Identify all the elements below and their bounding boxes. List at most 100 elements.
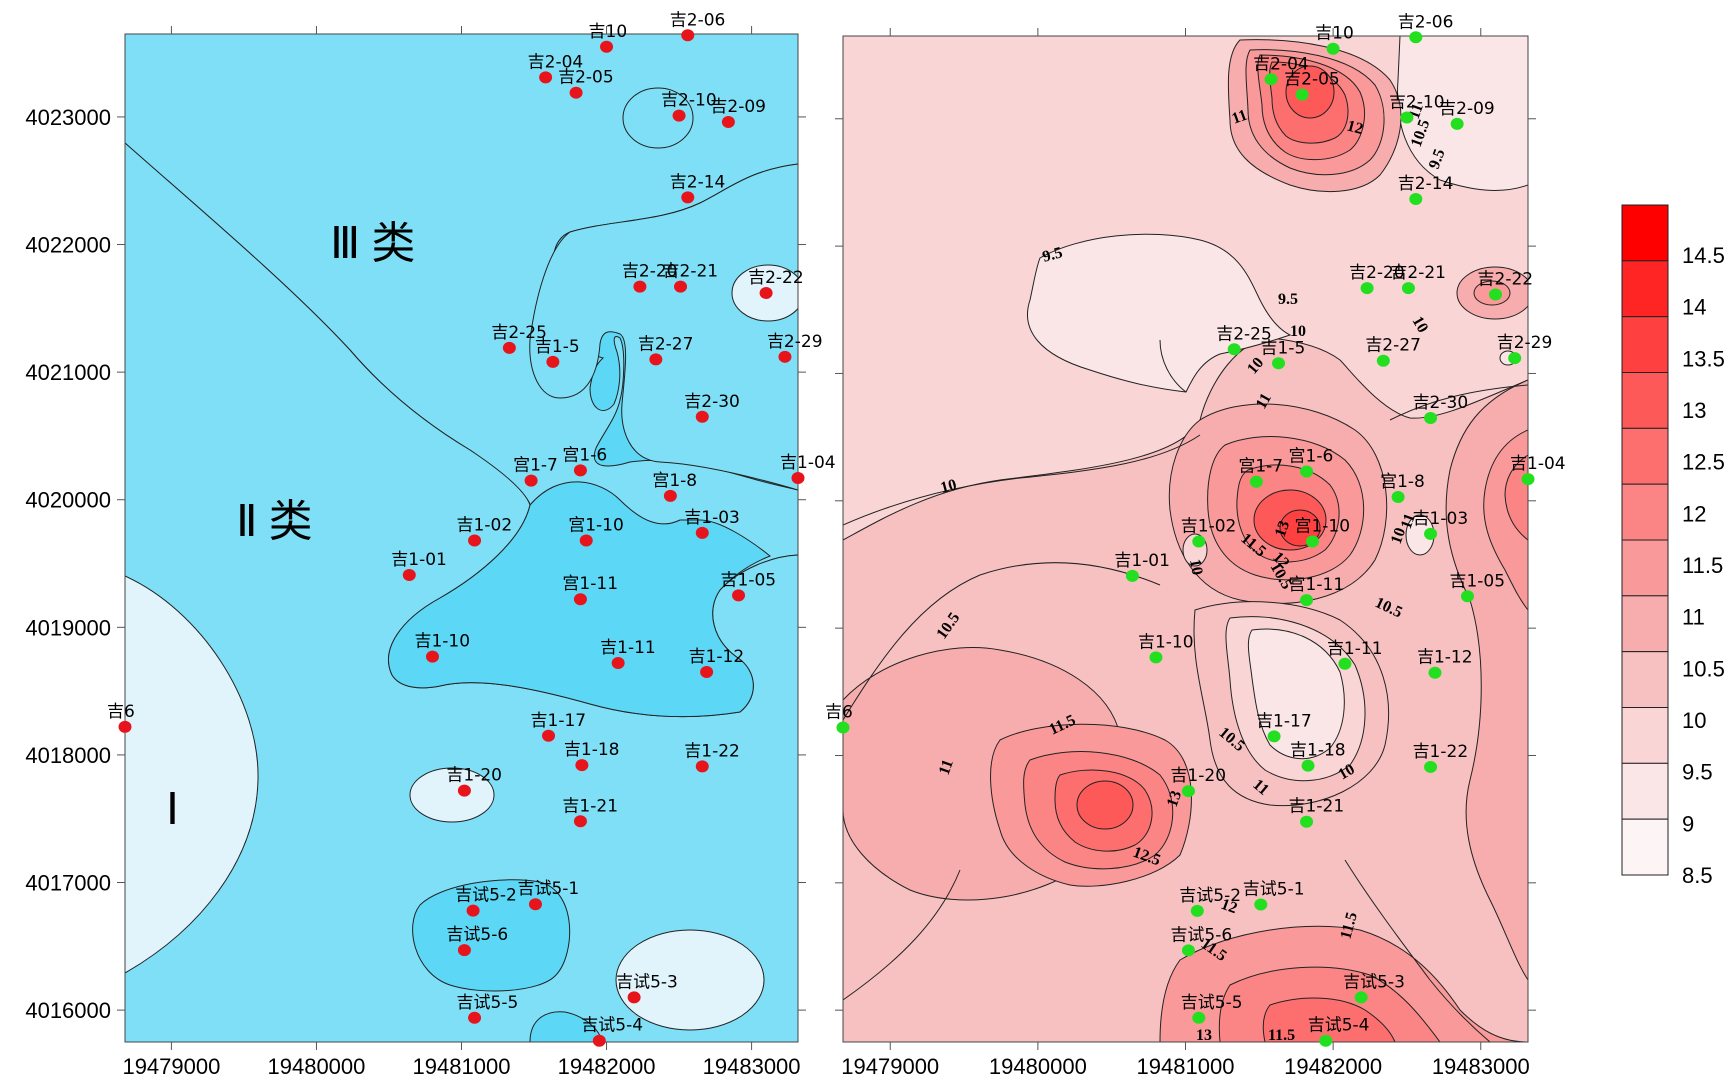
- well-label: 吉1-10: [1138, 632, 1194, 652]
- well-label: 吉1-22: [684, 741, 740, 761]
- well-label: 吉2-10: [661, 91, 717, 111]
- contour-zone-9.5: [1027, 233, 1292, 393]
- well-label: 吉2-10: [1389, 92, 1445, 112]
- well-marker: [1181, 785, 1195, 798]
- well-label: 吉2-30: [1413, 393, 1469, 413]
- well-marker: [573, 593, 587, 606]
- well-label: 吉1-18: [564, 740, 620, 760]
- x-tick-label: 19482000: [558, 1054, 656, 1079]
- well-label: 吉1-01: [1114, 551, 1170, 571]
- colorbar-legend: 14.5 14 13.5 13 12.5 12 11.5 11 10.5 10 9.5 9 8.5: [1621, 204, 1725, 888]
- colorbar-label: 14: [1682, 295, 1706, 320]
- well-marker: [1400, 111, 1414, 124]
- well-marker: [721, 116, 735, 129]
- well-marker: [778, 350, 792, 363]
- well-label: 吉1-21: [562, 796, 618, 816]
- well-marker: [539, 71, 553, 84]
- well-marker: [600, 40, 614, 53]
- well-marker: [1401, 282, 1415, 295]
- y-tick-label: 4018000: [25, 743, 111, 768]
- well-marker: [627, 991, 641, 1004]
- well-marker: [1360, 282, 1374, 295]
- class-i-blob-2-10: [622, 87, 694, 149]
- x-tick-label: 19483000: [703, 1054, 801, 1079]
- well-marker: [1354, 991, 1368, 1004]
- contour-label: 10: [1290, 323, 1306, 340]
- well-marker: [457, 784, 471, 797]
- well-marker: [732, 589, 746, 602]
- well-marker: [1295, 88, 1309, 101]
- well-marker: [1424, 527, 1438, 540]
- well-label: 吉2-27: [1365, 336, 1421, 356]
- well-label: 吉2-05: [558, 68, 614, 88]
- well-marker: [1192, 535, 1206, 548]
- well-label: 吉1-02: [457, 516, 513, 536]
- well-label: 吉1-05: [1449, 571, 1505, 591]
- contour-top-core: [1285, 65, 1335, 119]
- well-label: 吉2-29: [1497, 333, 1553, 353]
- well-label: 吉1-03: [1413, 509, 1469, 529]
- well-label: 宫1-10: [1294, 517, 1350, 537]
- well-label: 吉2-21: [663, 262, 719, 282]
- well-label: 吉1-18: [1290, 741, 1346, 761]
- well-label: 吉试5-6: [446, 925, 508, 945]
- well-label: 吉试5-1: [517, 879, 579, 899]
- colorbar-label: 14.5: [1682, 243, 1725, 268]
- well-marker: [1508, 352, 1522, 365]
- y-tick-label: 4023000: [25, 105, 111, 130]
- x-tick-label: 19479000: [122, 1054, 220, 1079]
- right-axis-ticks: 19479000 19480000 19481000 19482000 19483000: [835, 28, 1536, 1079]
- well-label: 宫1-7: [513, 456, 558, 476]
- colorbar-label: 10: [1682, 708, 1706, 733]
- well-marker: [649, 353, 663, 366]
- well-marker: [1409, 31, 1423, 44]
- well-marker: [528, 898, 542, 911]
- well-marker: [1319, 1034, 1333, 1047]
- well-label: 吉试5-5: [457, 993, 519, 1013]
- well-label: 宫1-8: [1380, 472, 1425, 492]
- y-tick-label: 4021000: [25, 360, 111, 385]
- well-marker: [1272, 357, 1286, 370]
- contour-label: 11: [1230, 107, 1250, 128]
- contour-low-pocket-9.5: [1247, 628, 1345, 760]
- well-label: 吉1-12: [689, 647, 745, 667]
- well-marker: [1409, 192, 1423, 205]
- class-i-blob-1-20: [409, 767, 495, 823]
- well-label: 吉2-25: [491, 323, 547, 343]
- colorbar-label: 9.5: [1682, 760, 1713, 785]
- left-well-markers: 吉10吉2-06吉2-04吉2-05吉2-10吉2-09吉2-14吉2-20吉2…: [107, 10, 836, 1047]
- well-marker: [674, 280, 688, 293]
- colorbar-swatch: [1621, 427, 1669, 485]
- well-label: 吉2-21: [1390, 263, 1446, 283]
- well-marker: [672, 109, 686, 122]
- well-label: 吉2-14: [1398, 174, 1454, 194]
- contour-label: 10: [1186, 558, 1206, 577]
- contour-line-10: [843, 434, 1201, 526]
- y-tick-label: 4019000: [25, 615, 111, 640]
- colorbar-label: 10.5: [1682, 656, 1725, 681]
- well-label: 吉1-11: [1327, 639, 1383, 659]
- well-label: 吉2-25: [1216, 324, 1272, 344]
- well-label: 吉2-09: [710, 97, 766, 117]
- well-marker: [524, 474, 538, 487]
- well-label: 吉试5-6: [1170, 925, 1232, 945]
- colorbar-label: 13: [1682, 398, 1706, 423]
- x-tick-label: 19482000: [1284, 1054, 1382, 1079]
- well-label: 吉1-04: [1510, 454, 1566, 474]
- well-marker: [1424, 760, 1438, 773]
- class-ii-pocket-upper: [529, 163, 798, 491]
- well-marker: [1264, 73, 1278, 86]
- well-marker: [573, 464, 587, 477]
- well-marker: [1254, 898, 1268, 911]
- well-label: 吉试5-2: [455, 886, 517, 906]
- well-marker: [425, 650, 439, 663]
- well-marker: [1428, 666, 1442, 679]
- contour-label: 11: [1398, 511, 1419, 531]
- well-marker: [1249, 475, 1263, 488]
- well-label: 吉1-03: [684, 508, 740, 528]
- well-label: 宫1-6: [562, 445, 607, 465]
- well-marker: [546, 355, 560, 368]
- contour-label: 11: [1253, 390, 1275, 412]
- x-tick-label: 19481000: [1137, 1054, 1235, 1079]
